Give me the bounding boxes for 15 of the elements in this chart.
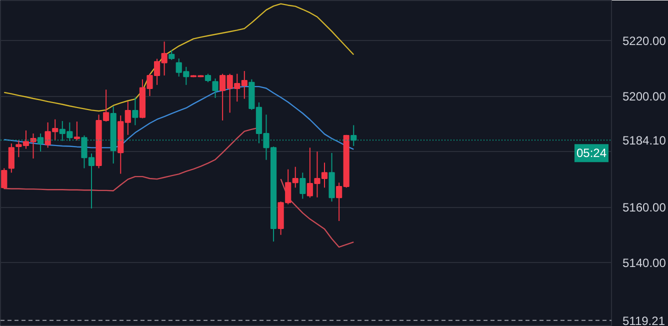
y-tick-label: 5160.00 (622, 200, 666, 215)
y-tick-label: 5200.00 (622, 90, 666, 104)
y-tick-label: 5140.00 (622, 256, 666, 270)
candlestick (8, 143, 14, 174)
line-series (4, 3, 354, 112)
text: 05:24 (576, 146, 607, 160)
y-tick-label: 5220.00 (622, 34, 666, 48)
candlestick (300, 172, 306, 200)
candlestick (74, 121, 80, 141)
candlestick (212, 78, 218, 98)
ref-line-label: 5184.10 (622, 134, 666, 148)
candlestick (132, 96, 138, 126)
ref-line-label: 5119.21 (622, 314, 666, 326)
candlestick (1, 168, 8, 190)
candlestick (168, 50, 175, 60)
